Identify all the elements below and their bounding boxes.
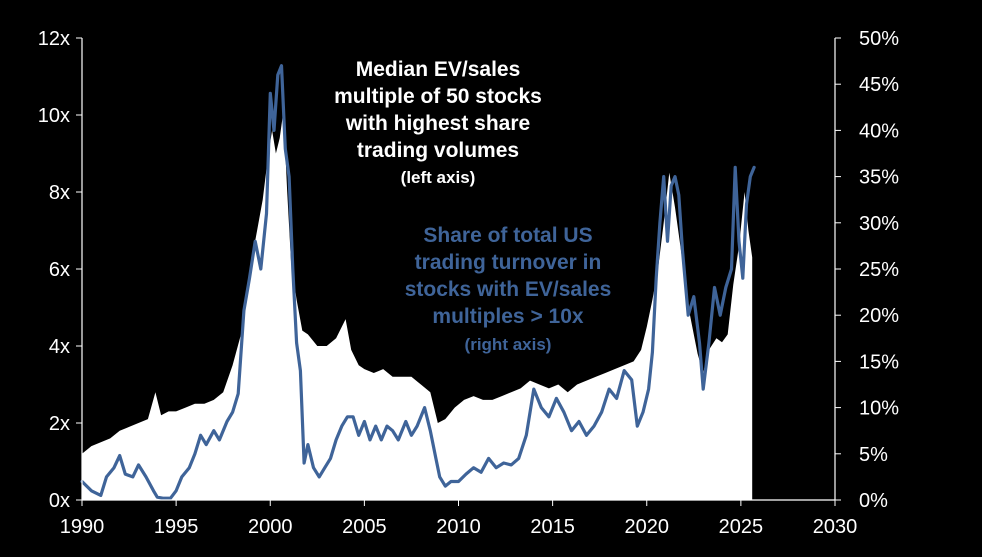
line-layer — [80, 64, 756, 500]
y2-tick-label: 0% — [859, 490, 888, 512]
left-series-annotation-line-3: with highest share — [345, 112, 530, 135]
x-tick-label: 2005 — [342, 516, 387, 538]
area-layer — [82, 111, 753, 500]
y2-tick-label: 30% — [859, 213, 899, 235]
x-tick-label: 2000 — [248, 516, 293, 538]
y2-tick-label: 15% — [859, 351, 899, 373]
y2-tick-label: 20% — [859, 305, 899, 327]
y2-tick-label: 45% — [859, 74, 899, 96]
y2-tick-label: 35% — [859, 167, 899, 189]
x-tick-label: 2025 — [719, 516, 764, 538]
left-series-annotation-sub: (left axis) — [401, 168, 476, 187]
x-tick-label: 2010 — [436, 516, 481, 538]
right-series-annotation-sub: (right axis) — [465, 335, 552, 354]
right-series-annotation-line-1: Share of total US — [423, 224, 592, 247]
left-series-annotation-line-1: Median EV/sales — [356, 58, 521, 81]
x-tick-label: 2030 — [813, 516, 858, 538]
ev-sales-area — [82, 111, 753, 500]
left-series-annotation-line-2: multiple of 50 stocks — [334, 85, 542, 108]
right-series-annotation: Share of total US trading turnover in st… — [405, 224, 612, 354]
y2-tick-label: 10% — [859, 398, 899, 420]
y2-tick-label: 40% — [859, 120, 899, 142]
y-tick-label: 2x — [49, 413, 70, 435]
x-tick-label: 1990 — [60, 516, 105, 538]
x-tick-label: 2020 — [625, 516, 670, 538]
x-tick-label: 2015 — [530, 516, 575, 538]
right-series-annotation-line-2: trading turnover in — [415, 251, 602, 274]
y2-tick-label: 5% — [859, 444, 888, 466]
y-tick-label: 12x — [38, 28, 70, 50]
tick-layer: 1990 1995 2000 2005 2010 2015 2020 2025 2030 0x 2x… — [38, 28, 899, 538]
y-tick-label: 10x — [38, 105, 70, 127]
x-tick-label: 1995 — [154, 516, 199, 538]
y2-tick-label: 25% — [859, 259, 899, 281]
y-tick-label: 0x — [49, 490, 70, 512]
left-series-annotation: Median EV/sales multiple of 50 stocks wi… — [334, 58, 542, 187]
left-series-annotation-line-4: trading volumes — [357, 139, 519, 162]
right-series-annotation-line-4: multiples > 10x — [432, 305, 583, 328]
y2-tick-label: 50% — [859, 28, 899, 50]
y-tick-label: 4x — [49, 336, 70, 358]
turnover-share-line — [80, 64, 756, 500]
right-series-annotation-line-3: stocks with EV/sales — [405, 278, 612, 301]
y-tick-label: 6x — [49, 259, 70, 281]
y-tick-label: 8x — [49, 182, 70, 204]
